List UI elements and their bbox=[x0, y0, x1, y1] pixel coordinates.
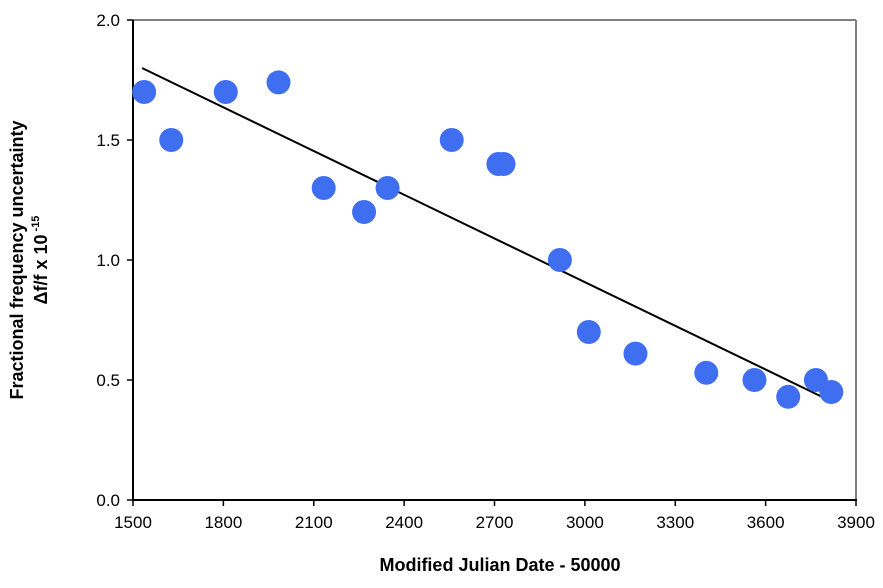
y-tick-label: 1.5 bbox=[96, 131, 120, 150]
x-tick-label: 2400 bbox=[385, 513, 423, 532]
y-tick-label: 0.0 bbox=[96, 491, 120, 510]
data-point bbox=[311, 176, 336, 200]
y-tick-label: 1.0 bbox=[96, 251, 120, 270]
data-point bbox=[352, 200, 377, 224]
data-point bbox=[776, 384, 801, 409]
x-tick-label: 3000 bbox=[566, 513, 604, 532]
x-tick-label: 1500 bbox=[114, 513, 152, 532]
data-point bbox=[159, 128, 184, 152]
x-tick-label: 3300 bbox=[656, 513, 694, 532]
x-tick-label: 3900 bbox=[837, 513, 875, 532]
data-point bbox=[623, 341, 648, 366]
data-point bbox=[266, 70, 291, 95]
trend-line bbox=[141, 67, 833, 403]
data-point bbox=[439, 128, 464, 152]
data-point bbox=[694, 360, 719, 385]
data-point bbox=[132, 80, 157, 104]
x-tick-label: 2100 bbox=[295, 513, 333, 532]
data-point bbox=[547, 248, 572, 272]
y-tick-label: 2.0 bbox=[96, 11, 120, 30]
data-point bbox=[375, 176, 400, 200]
data-point bbox=[213, 80, 238, 104]
y-tick-label: 0.5 bbox=[96, 371, 120, 390]
data-point bbox=[576, 320, 601, 344]
data-point bbox=[742, 368, 767, 392]
x-axis-title: Modified Julian Date - 50000 bbox=[379, 555, 620, 575]
x-tick-label: 3600 bbox=[747, 513, 785, 532]
y-axis-title-main: Δf/f x 10 bbox=[31, 234, 51, 304]
x-tick-label: 2700 bbox=[476, 513, 514, 532]
y-axis-title-line2: Δf/f x 10 -15 bbox=[30, 216, 51, 305]
y-axis-title-line1: Fractional frequency uncertainty bbox=[7, 120, 27, 399]
y-axis-title-exponent: -15 bbox=[30, 216, 42, 232]
data-point bbox=[491, 152, 516, 176]
plot-area: 1500 1800 2100 2400 2700 3000 3300 3600 3900 0.0 0… bbox=[96, 11, 875, 532]
data-point bbox=[819, 380, 844, 404]
x-tick-label: 1800 bbox=[204, 513, 242, 532]
